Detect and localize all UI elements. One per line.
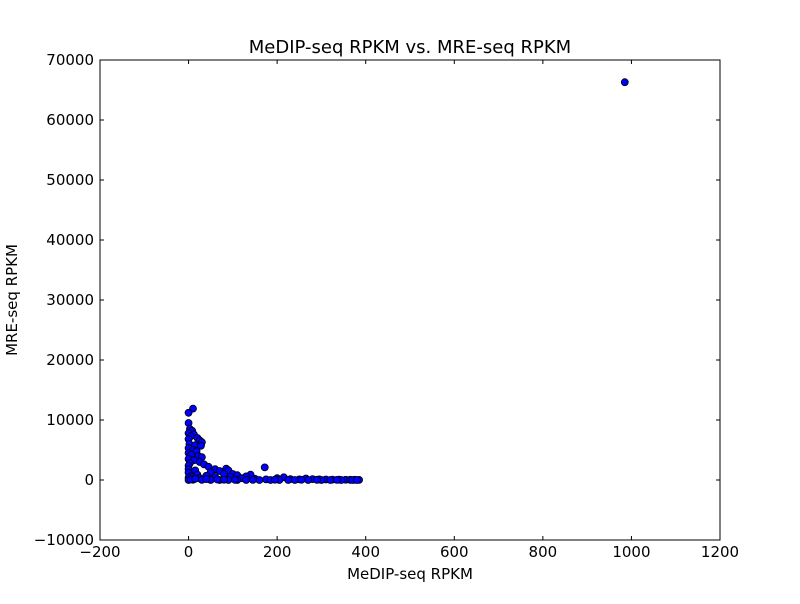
x-tick-label: 1200 <box>701 543 739 561</box>
plot-frame <box>99 59 721 541</box>
y-tick-label: 40000 <box>46 231 94 249</box>
y-tick-label: 10000 <box>46 411 94 429</box>
data-point <box>242 476 251 484</box>
y-tick-label: 30000 <box>46 291 94 309</box>
data-point <box>220 475 228 484</box>
data-point <box>352 476 361 484</box>
x-axis-label: MeDIP-seq RPKM <box>347 565 473 583</box>
y-tick-label: −10000 <box>34 531 94 549</box>
data-point <box>620 78 629 87</box>
data-point <box>202 475 211 484</box>
y-axis-label: MRE-seq RPKM <box>3 244 21 356</box>
data-point <box>326 476 335 484</box>
data-point <box>333 475 341 484</box>
data-point <box>304 476 313 484</box>
y-tick-label: 50000 <box>46 171 94 189</box>
data-point <box>248 475 257 484</box>
x-tick-label: 600 <box>440 543 469 561</box>
x-tick-label: 800 <box>529 543 558 561</box>
y-tick-label: 60000 <box>46 111 94 129</box>
y-tick-label: 20000 <box>46 351 94 369</box>
x-tick-label: 1000 <box>612 543 650 561</box>
scatter-points <box>184 78 629 484</box>
data-point <box>260 463 269 472</box>
data-point <box>197 441 205 450</box>
x-tick-label: 400 <box>351 543 380 561</box>
data-point <box>231 475 239 484</box>
data-point <box>271 475 279 484</box>
data-point <box>313 475 321 484</box>
y-tick-label: 0 <box>84 471 94 489</box>
data-point <box>297 475 306 484</box>
x-tick-label: −200 <box>79 543 120 561</box>
data-point <box>191 474 200 483</box>
y-tick-label: 70000 <box>46 51 94 69</box>
chart-title: MeDIP-seq RPKM vs. MRE-seq RPKM <box>249 37 571 58</box>
x-tick-label: 200 <box>263 543 292 561</box>
data-point <box>255 476 264 484</box>
x-tick-label: 0 <box>184 543 194 561</box>
data-point <box>184 408 193 417</box>
data-point <box>213 475 222 484</box>
data-point <box>284 476 293 484</box>
axis-ticks: −200 0 200 400 600 800 1000 1200 −10000 0 10000 200… <box>34 51 739 561</box>
data-point <box>290 476 299 484</box>
